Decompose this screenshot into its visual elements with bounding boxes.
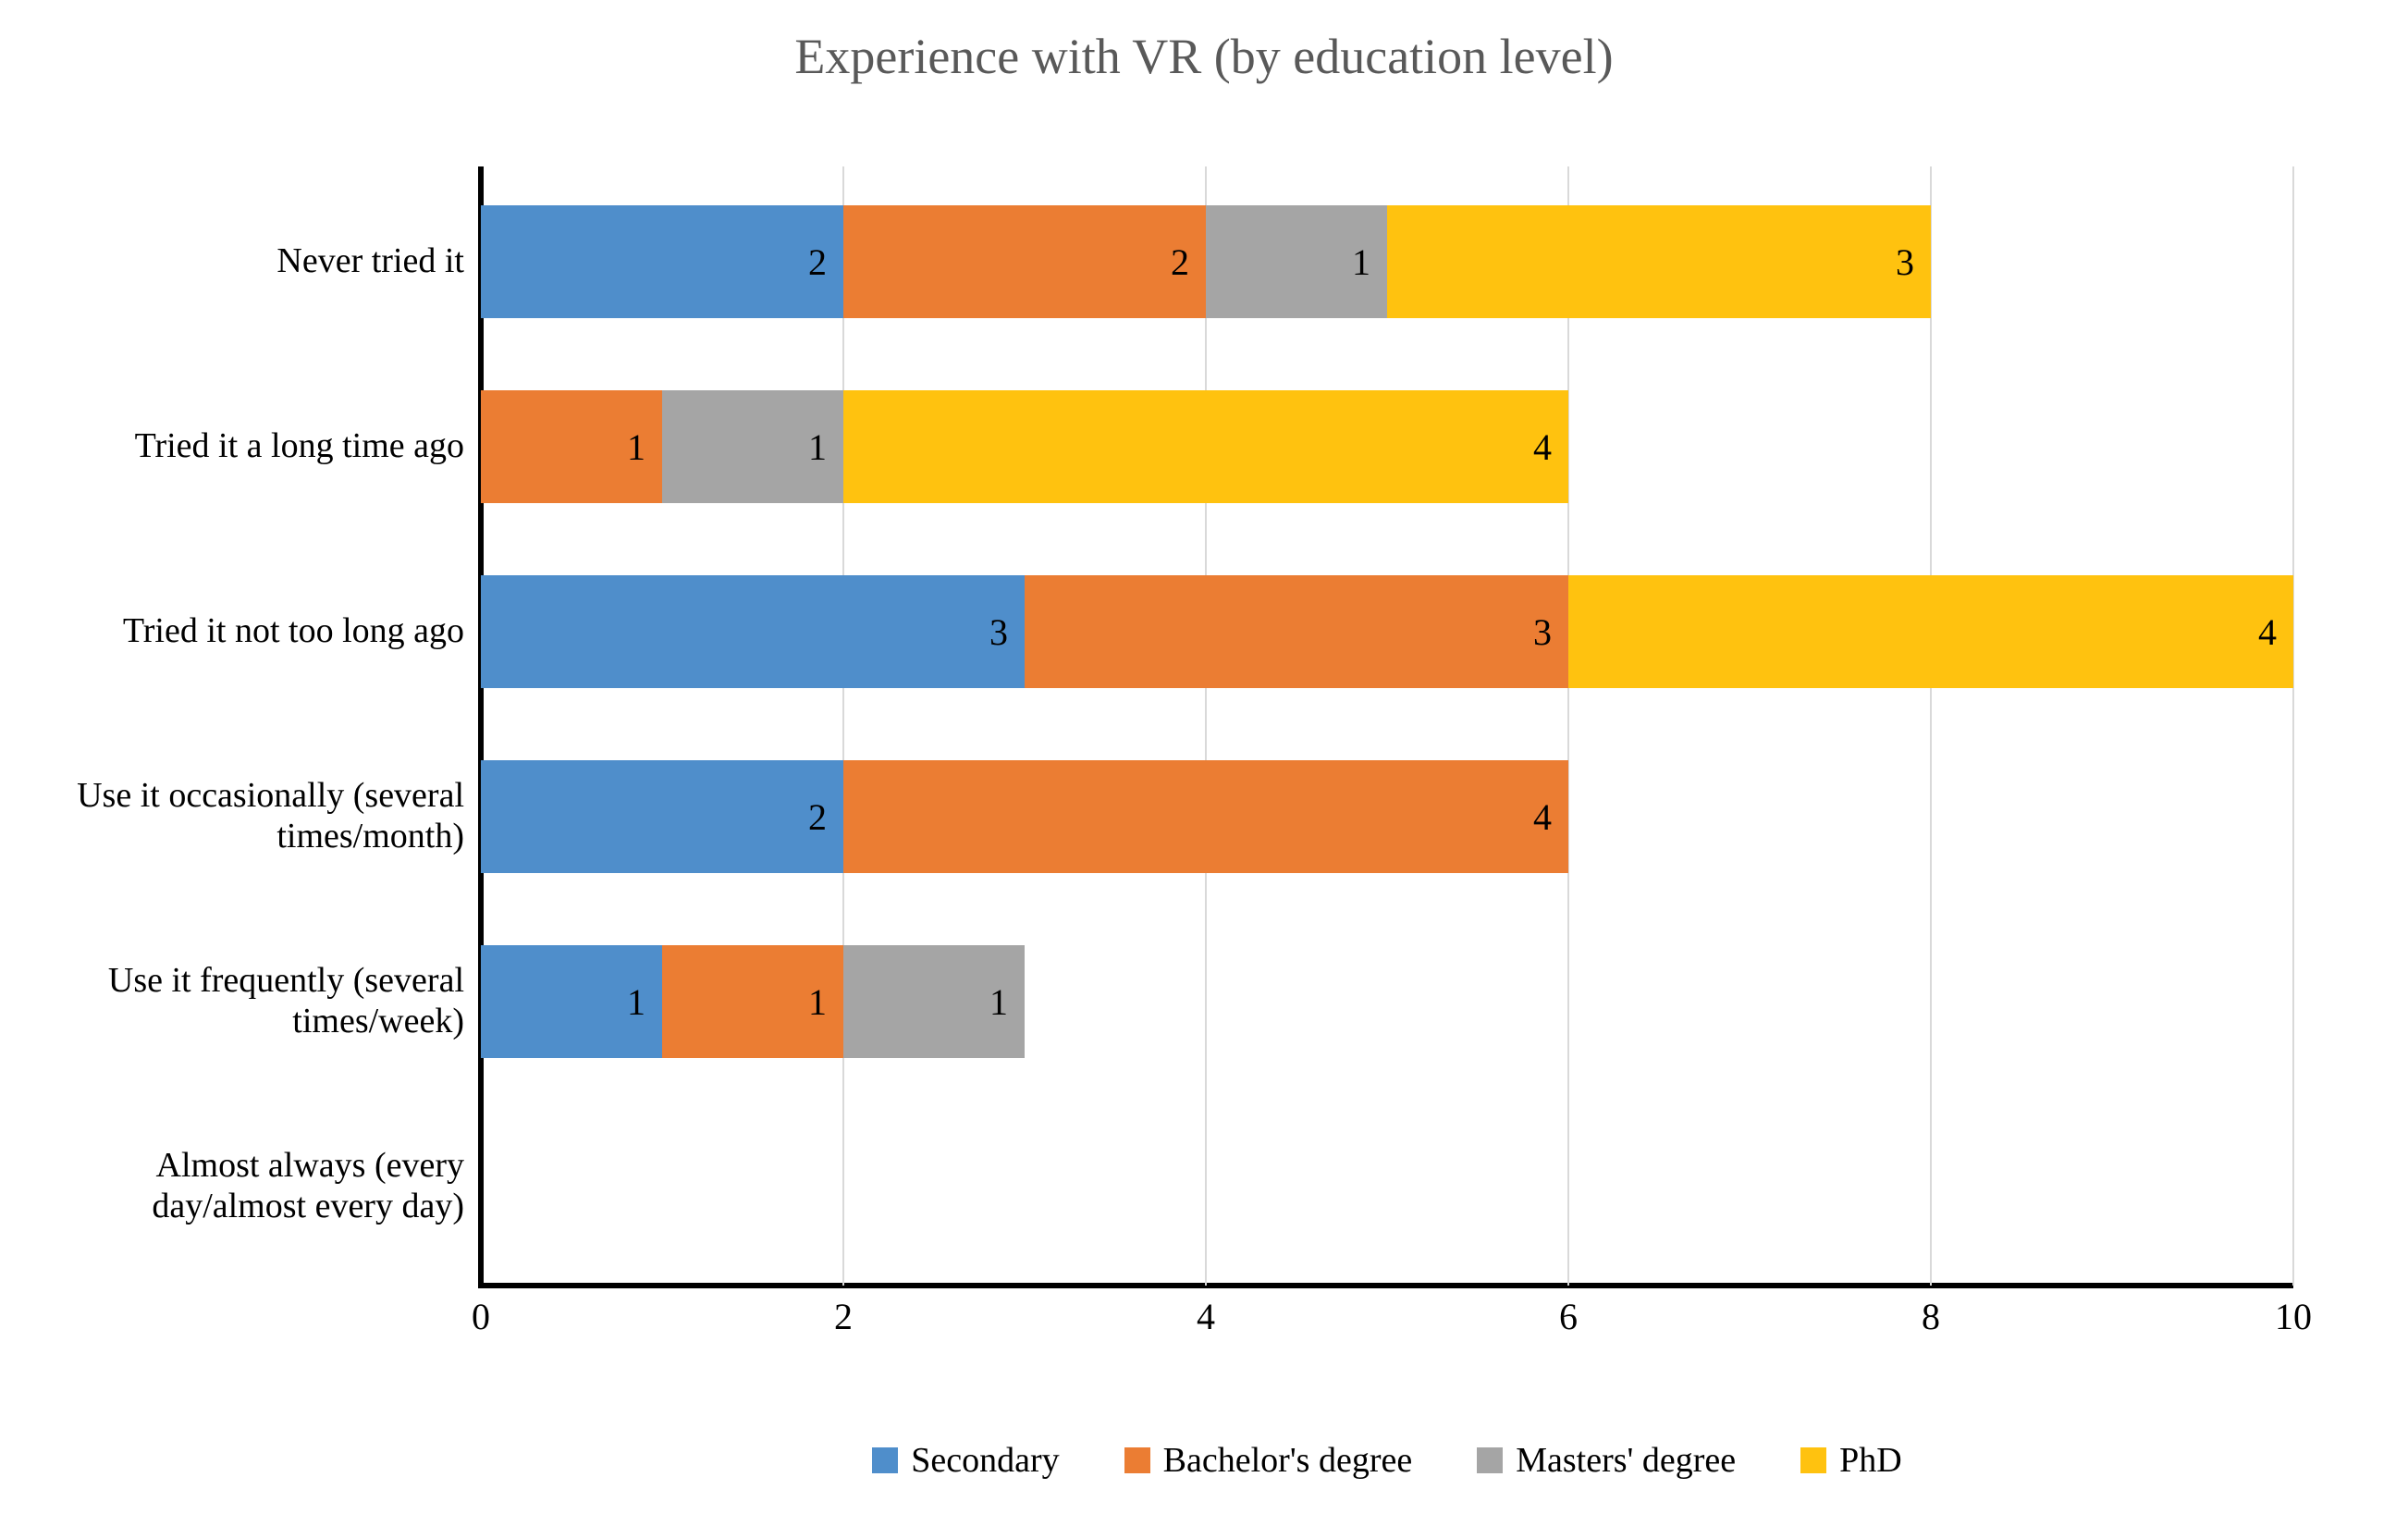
plot-area: 02468102213Never tried it114Tried it a l… bbox=[481, 166, 2293, 1286]
bar-value-label: 4 bbox=[1533, 795, 1552, 839]
bar-value-label: 1 bbox=[1352, 240, 1370, 284]
legend-item-masters: Masters' degree bbox=[1477, 1440, 1736, 1481]
y-tick-label: Tried it a long time ago bbox=[2, 390, 481, 503]
y-tick-label: Never tried it bbox=[2, 205, 481, 318]
y-tick-label: Use it frequently (several times/week) bbox=[2, 945, 481, 1058]
gridline bbox=[1930, 166, 1932, 1286]
bar-value-label: 2 bbox=[1171, 240, 1189, 284]
x-axis-line bbox=[478, 1283, 2293, 1288]
legend-swatch bbox=[1124, 1447, 1150, 1473]
bar-value-label: 1 bbox=[808, 425, 827, 469]
y-tick-label: Tried it not too long ago bbox=[2, 575, 481, 688]
bar-value-label: 2 bbox=[808, 795, 827, 839]
x-tick-label: 4 bbox=[1197, 1286, 1215, 1338]
bar-segment-masters: 1 bbox=[662, 390, 843, 503]
chart-title: Experience with VR (by education level) bbox=[0, 28, 2408, 85]
bar-value-label: 1 bbox=[627, 980, 645, 1024]
x-tick-label: 8 bbox=[1922, 1286, 1940, 1338]
bar-row: 1 1 1 bbox=[481, 945, 2293, 1058]
gridline bbox=[842, 166, 844, 1286]
y-tick-label: Use it occasionally (several times/month… bbox=[2, 760, 481, 873]
gridline bbox=[1205, 166, 1207, 1286]
bar-segment-secondary: 2 bbox=[481, 205, 843, 318]
legend-swatch bbox=[872, 1447, 898, 1473]
bar-value-label: 1 bbox=[989, 980, 1008, 1024]
bar-segment-phd: 3 bbox=[1387, 205, 1931, 318]
vr-experience-chart: Experience with VR (by education level) … bbox=[0, 0, 2408, 1514]
bar-value-label: 1 bbox=[627, 425, 645, 469]
bar-row: 24 bbox=[481, 760, 2293, 873]
legend-label: PhD bbox=[1839, 1440, 1902, 1481]
x-tick-label: 0 bbox=[472, 1286, 490, 1338]
bar-segment-bachelor: 1 bbox=[481, 390, 662, 503]
bar-segment-secondary: 1 bbox=[481, 945, 662, 1058]
bar-segment-bachelor: 3 bbox=[1025, 575, 1568, 688]
bar-segment-secondary: 2 bbox=[481, 760, 843, 873]
bar-row: 1 1 4 bbox=[481, 390, 2293, 503]
x-tick-label: 10 bbox=[2275, 1286, 2312, 1338]
bar-value-label: 1 bbox=[808, 980, 827, 1024]
bar-value-label: 4 bbox=[1533, 425, 1552, 469]
legend-swatch bbox=[1800, 1447, 1826, 1473]
legend-item-phd: PhD bbox=[1800, 1440, 1902, 1481]
legend-item-bachelor: Bachelor's degree bbox=[1124, 1440, 1413, 1481]
x-tick-label: 6 bbox=[1559, 1286, 1578, 1338]
bar-value-label: 4 bbox=[2258, 610, 2277, 654]
bar-segment-bachelor: 1 bbox=[662, 945, 843, 1058]
bar-value-label: 3 bbox=[1896, 240, 1914, 284]
gridline bbox=[2292, 166, 2294, 1286]
x-tick-label: 2 bbox=[834, 1286, 853, 1338]
y-tick-label: Almost always (every day/almost every da… bbox=[2, 1130, 481, 1243]
bar-value-label: 2 bbox=[808, 240, 827, 284]
bar-segment-bachelor: 4 bbox=[843, 760, 1568, 873]
bar-segment-phd: 4 bbox=[843, 390, 1568, 503]
legend-item-secondary: Secondary bbox=[872, 1440, 1059, 1481]
legend-swatch bbox=[1477, 1447, 1503, 1473]
bar-row: 3 3 4 bbox=[481, 575, 2293, 688]
bar-value-label: 3 bbox=[1533, 610, 1552, 654]
gridline bbox=[1567, 166, 1569, 1286]
bar-segment-masters: 1 bbox=[843, 945, 1025, 1058]
bar-row: 2 2 1 3 bbox=[481, 205, 2293, 318]
bar-value-label: 3 bbox=[989, 610, 1008, 654]
bar-segment-phd: 4 bbox=[1568, 575, 2293, 688]
legend: Secondary Bachelor's degree Masters' degre… bbox=[481, 1440, 2293, 1481]
bar-segment-masters: 1 bbox=[1206, 205, 1387, 318]
legend-label: Masters' degree bbox=[1516, 1440, 1736, 1481]
legend-label: Bachelor's degree bbox=[1163, 1440, 1413, 1481]
legend-label: Secondary bbox=[911, 1440, 1059, 1481]
bar-row bbox=[481, 1130, 2293, 1243]
bar-segment-secondary: 3 bbox=[481, 575, 1025, 688]
bar-segment-bachelor: 2 bbox=[843, 205, 1206, 318]
y-axis-line bbox=[478, 166, 484, 1286]
